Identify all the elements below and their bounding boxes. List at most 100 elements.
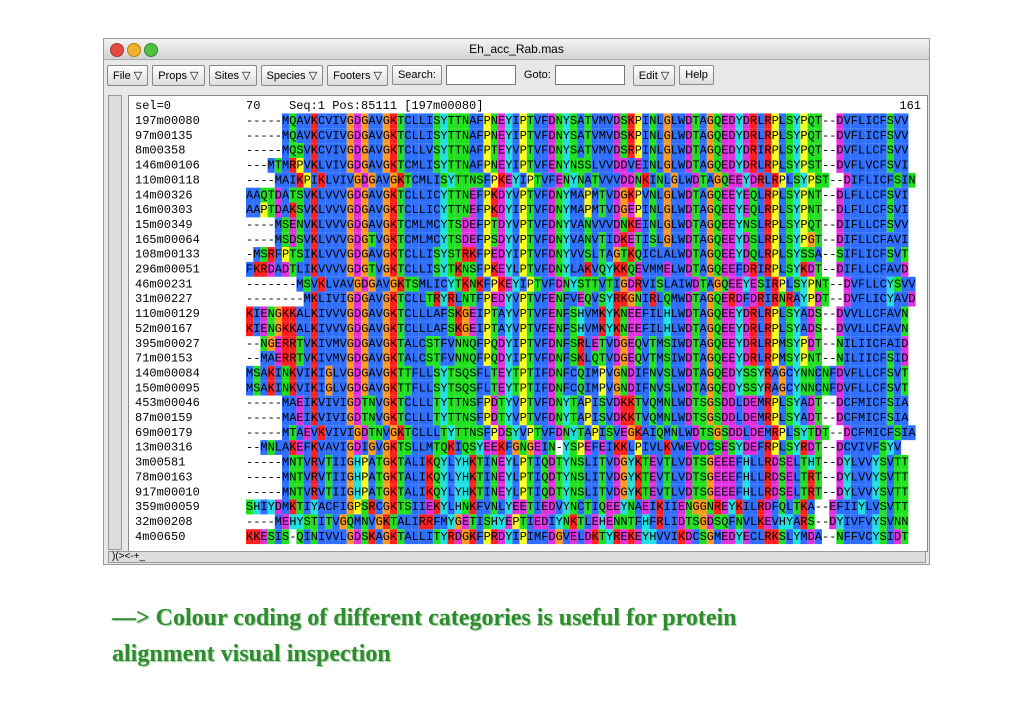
- residue-bg: [555, 351, 563, 366]
- search-label: Search:: [391, 65, 442, 85]
- residue-bg: [642, 276, 650, 292]
- residue-bg: [282, 172, 290, 188]
- minimize[interactable]: [127, 43, 141, 57]
- residue-bg: [555, 143, 563, 158]
- residue-bg: [447, 143, 455, 158]
- residue-bg: [354, 202, 362, 218]
- sequence: -----MQSVKCVIVGDGAVGKTCLLVSYTTNAFPTEYVPT…: [246, 144, 909, 158]
- residue-bg: [562, 128, 570, 144]
- residue-bg: [750, 187, 758, 203]
- residue-bg: [411, 514, 419, 530]
- residue-bg: [498, 351, 506, 366]
- residue-bg: [570, 365, 578, 381]
- residue-bg: [246, 187, 254, 203]
- residue-bg: [541, 454, 549, 470]
- residue-bg: [764, 514, 772, 530]
- residue-bg: [274, 261, 282, 277]
- residue-bg: [843, 425, 851, 441]
- residue-bg: [476, 410, 484, 426]
- residue-bg: [901, 425, 909, 441]
- residue-bg: [303, 143, 311, 158]
- residue-bg: [548, 454, 556, 470]
- residue-bg: [814, 202, 822, 218]
- residue-bg: [519, 425, 527, 441]
- residue-bg: [368, 232, 376, 248]
- edit-button[interactable]: Edit ▽: [632, 64, 676, 86]
- residue-bg: [699, 143, 707, 158]
- vertical-scrollbar[interactable]: [108, 95, 122, 550]
- residue-bg: [894, 484, 902, 500]
- residue-bg: [850, 291, 858, 307]
- residue-bg: [757, 395, 765, 411]
- residue-bg: [843, 395, 851, 411]
- residue-bg: [426, 113, 434, 129]
- residue-bg: [548, 232, 556, 248]
- goto-input[interactable]: [554, 65, 625, 85]
- residue-bg: [714, 113, 722, 129]
- residue-bg: [505, 529, 513, 545]
- residue-bg: [303, 529, 311, 545]
- menu-button[interactable]: File ▽: [107, 64, 149, 86]
- residue-bg: [735, 484, 743, 500]
- residue-bg: [642, 529, 650, 545]
- residue-bg: [447, 351, 455, 366]
- menu-button[interactable]: Sites ▽: [208, 64, 257, 86]
- residue-bg: [778, 395, 786, 411]
- residue-bg: [656, 217, 664, 233]
- residue-bg: [346, 469, 354, 485]
- residue-bg: [757, 291, 765, 307]
- residue-bg: [865, 232, 873, 248]
- residue-bg: [526, 321, 534, 337]
- residue-bg: [685, 365, 693, 381]
- residue-bg: [771, 454, 779, 470]
- residue-bg: [807, 499, 815, 515]
- residue-bg: [310, 484, 318, 500]
- residue-bg: [570, 261, 578, 277]
- residue-bg: [346, 499, 354, 515]
- residue-bg: [850, 143, 858, 158]
- close[interactable]: [110, 43, 124, 57]
- zoom[interactable]: [144, 43, 158, 57]
- residue-bg: [346, 113, 354, 129]
- residue-bg: [591, 351, 599, 366]
- menu-button[interactable]: Species ▽: [260, 64, 324, 86]
- residue-bg: [397, 454, 405, 470]
- residue-bg: [843, 217, 851, 233]
- residue-bg: [318, 410, 326, 426]
- residue-bg: [346, 321, 354, 337]
- residue-bg: [649, 336, 657, 352]
- search-input[interactable]: [445, 65, 516, 85]
- residue-bg: [555, 217, 563, 233]
- menu-button[interactable]: Props ▽: [152, 64, 205, 86]
- residue-bg: [894, 365, 902, 381]
- residue-bg: [418, 172, 426, 188]
- residue-bg: [354, 514, 362, 530]
- residue-bg: [404, 202, 412, 218]
- residue-bg: [526, 514, 534, 530]
- residue-bg: [858, 261, 866, 277]
- residue-bg: [850, 469, 858, 485]
- residue-bg: [397, 232, 405, 248]
- residue-bg: [411, 217, 419, 233]
- residue-bg: [476, 143, 484, 158]
- residue-bg: [807, 321, 815, 337]
- residue-bg: [267, 440, 275, 455]
- alignment: sel=0 70 Seq:1 Pos:85111 [197m00080] 161197…: [135, 99, 921, 545]
- residue-bg: [771, 469, 779, 485]
- residue-bg: [714, 365, 722, 381]
- residue-bg: [390, 291, 398, 307]
- residue-bg: [620, 469, 628, 485]
- residue-bg: [447, 172, 455, 188]
- residue-bg: [397, 143, 405, 158]
- residue-bg: [361, 454, 369, 470]
- residue-bg: [339, 529, 347, 545]
- residue-bg: [850, 157, 858, 173]
- residue-bg: [706, 469, 714, 485]
- menu-button[interactable]: Footers ▽: [327, 64, 388, 86]
- residue-bg: [793, 529, 801, 545]
- residue-bg: [807, 440, 815, 455]
- residue-bg: [476, 172, 484, 188]
- residue-bg: [879, 410, 887, 426]
- residue-bg: [598, 202, 606, 218]
- help-button[interactable]: Help: [679, 65, 714, 85]
